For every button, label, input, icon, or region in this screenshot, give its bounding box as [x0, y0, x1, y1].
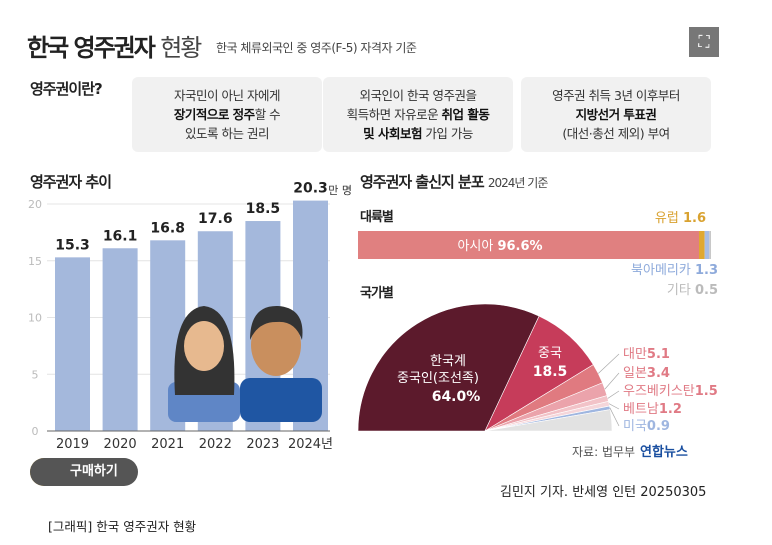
- pie-label-3: 일본3.4: [623, 366, 670, 381]
- y-tick-label: 20: [28, 198, 42, 211]
- byline: 김민지 기자. 반세영 인턴 20250305: [500, 485, 707, 500]
- y-tick-label: 0: [32, 425, 39, 438]
- title-bold: 한국 영주권자: [27, 34, 156, 62]
- continent-label-other: 기타 0.5: [667, 283, 718, 298]
- definition-box: 자국민이 아닌 자에게 장기적으로 정주할 수 있도록 하는 권리: [132, 77, 322, 152]
- person-man-hair-icon: [250, 305, 303, 340]
- continent-bar-segment: [704, 231, 710, 259]
- definition-box: 외국인이 한국 영주권을 획득하면 자유로운 취업 활동 및 사회보험 가입 가…: [323, 77, 513, 152]
- leader-line: [608, 403, 620, 410]
- x-tick-label: 2019: [56, 437, 89, 452]
- x-tick-label: 2020: [104, 437, 137, 452]
- def-line: 획득하면 자유로운 취업 활동: [346, 107, 490, 122]
- person-woman-face-icon: [184, 321, 224, 371]
- x-tick-label: 2021: [151, 437, 184, 452]
- bar-value-label: 15.3: [55, 237, 90, 253]
- buy-button[interactable]: 구매하기: [30, 458, 138, 486]
- subtitle: 한국 체류외국인 중 영주(F-5) 자격자 기준: [216, 41, 417, 55]
- pie-label-value: 18.5: [533, 364, 568, 380]
- pie-label-5: 베트남1.2: [623, 402, 682, 417]
- def-line: 지방선거 투표권: [575, 107, 657, 122]
- person-man-body-icon: [240, 378, 322, 422]
- person-man-face-icon: [251, 314, 301, 376]
- expand-icon[interactable]: ⛶: [689, 27, 719, 57]
- def-line: (대선·총선 제외) 부여: [562, 126, 670, 141]
- pie-label-2: 대만5.1: [623, 347, 670, 362]
- def-line: 외국인이 한국 영주권을: [359, 88, 477, 103]
- continent-label: 대륙별: [360, 210, 394, 225]
- def-line: 장기적으로 정주할 수: [173, 107, 281, 122]
- bar-value-label: 20.3: [293, 181, 328, 197]
- continent-label-asia: 아시아 96.6%: [457, 239, 542, 254]
- continent-bar-segment: [698, 231, 705, 259]
- pie-label-name: 중국인(조선족): [397, 371, 479, 386]
- y-tick-label: 5: [32, 368, 39, 381]
- pie-label-value: 64.0%: [432, 389, 481, 405]
- bar-value-label: 16.1: [103, 228, 138, 244]
- leader-line: [607, 390, 620, 399]
- x-tick-label: 2023: [246, 437, 279, 452]
- def-line: 자국민이 아닌 자에게: [174, 88, 280, 103]
- country-label: 국가별: [360, 286, 394, 301]
- continent-label-europe: 유럽 1.6: [655, 211, 706, 226]
- origin-title: 영주권자 출신지 분포 2024년 기준: [360, 173, 548, 191]
- pie-slice: [484, 409, 613, 432]
- pie-label-6: 미국0.9: [623, 419, 670, 434]
- continent-bar-segment: [709, 231, 711, 259]
- continent-label-north-america: 북아메리카 1.3: [631, 263, 718, 278]
- continent-bar-segment: [358, 231, 699, 259]
- caption: [그래픽] 한국 영주권자 현황: [48, 519, 197, 534]
- unit-label: 만 명: [328, 184, 352, 197]
- bar-value-label: 18.5: [246, 201, 281, 217]
- bar: [55, 257, 90, 431]
- y-tick-label: 15: [28, 255, 42, 268]
- definition-label: 영주권이란?: [30, 80, 103, 98]
- pie-label-4: 우즈베키스탄1.5: [623, 384, 718, 399]
- yonhap-logo: 연합뉴스: [640, 445, 688, 460]
- x-tick-label: 2022: [199, 437, 232, 452]
- definition-box: 영주권 취득 3년 이후부터 지방선거 투표권 (대선·총선 제외) 부여: [521, 77, 711, 152]
- leader-line: [598, 353, 620, 374]
- x-tick-label: 2024년: [288, 437, 333, 452]
- source: 자료: 법무부: [572, 445, 636, 459]
- def-line: 영주권 취득 3년 이후부터: [552, 88, 680, 103]
- bar-value-label: 17.6: [198, 211, 233, 227]
- y-tick-label: 10: [28, 312, 42, 325]
- leader-line: [609, 407, 620, 427]
- title-light: 현황: [160, 34, 202, 62]
- pie-label-name: 한국계: [430, 354, 466, 369]
- pie-label-name: 중국: [538, 346, 562, 361]
- pie-slice: [357, 303, 540, 432]
- def-line: 있도록 하는 권리: [185, 126, 269, 141]
- bar-value-label: 16.8: [150, 220, 185, 236]
- bar: [102, 248, 138, 431]
- trend-title: 영주권자 추이: [30, 173, 112, 191]
- leader-line: [604, 372, 620, 390]
- page-title: 한국 영주권자 현황: [27, 28, 202, 63]
- def-line: 및 사회보험 가입 가능: [363, 126, 473, 141]
